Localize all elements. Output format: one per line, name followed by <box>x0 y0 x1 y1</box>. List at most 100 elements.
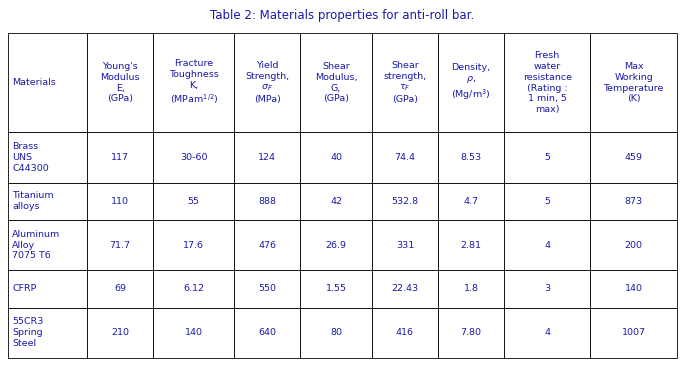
Text: 459: 459 <box>625 153 643 162</box>
Bar <box>153 270 234 307</box>
Bar <box>8 307 87 358</box>
Bar <box>234 132 301 183</box>
Text: Titanium
alloys: Titanium alloys <box>12 192 54 211</box>
Text: 71.7: 71.7 <box>110 241 131 249</box>
Bar <box>438 270 504 307</box>
Text: 5: 5 <box>544 153 550 162</box>
Bar <box>153 132 234 183</box>
Bar <box>8 220 87 270</box>
Text: 110: 110 <box>111 197 129 206</box>
Text: Young's
Modulus
E,
(GPa): Young's Modulus E, (GPa) <box>101 62 140 103</box>
Bar <box>590 132 677 183</box>
Text: Max
Working
Temperature
(K): Max Working Temperature (K) <box>603 62 664 103</box>
Bar <box>8 183 87 220</box>
Text: 55: 55 <box>188 197 200 206</box>
Text: 532.8: 532.8 <box>391 197 419 206</box>
Bar <box>590 270 677 307</box>
Text: 74.4: 74.4 <box>395 153 415 162</box>
Text: 5: 5 <box>544 197 550 206</box>
Text: Shear
strength,
$\tau_F$
(GPa): Shear strength, $\tau_F$ (GPa) <box>384 61 426 104</box>
Text: Fresh
water
resistance
(Rating :
1 min, 5
max): Fresh water resistance (Rating : 1 min, … <box>523 51 572 114</box>
Text: 30-60: 30-60 <box>180 153 208 162</box>
Bar <box>372 132 438 183</box>
Text: 210: 210 <box>111 328 129 337</box>
Text: 1007: 1007 <box>621 328 645 337</box>
Text: Yield
Strength,
$\sigma_F$
(MPa): Yield Strength, $\sigma_F$ (MPa) <box>245 61 290 104</box>
Text: 69: 69 <box>114 284 126 293</box>
Bar <box>372 307 438 358</box>
Text: Aluminum
Alloy
7075 T6: Aluminum Alloy 7075 T6 <box>12 230 60 261</box>
Text: 124: 124 <box>258 153 276 162</box>
Bar <box>234 183 301 220</box>
Text: 117: 117 <box>111 153 129 162</box>
Bar <box>372 270 438 307</box>
Bar <box>234 270 301 307</box>
Text: 873: 873 <box>625 197 643 206</box>
Bar <box>504 307 590 358</box>
Text: 3: 3 <box>544 284 550 293</box>
Bar <box>438 183 504 220</box>
Text: Fracture
Toughness
K,
(MPam$^{1/2}$): Fracture Toughness K, (MPam$^{1/2}$) <box>169 59 219 106</box>
Bar <box>8 33 87 132</box>
Bar <box>87 220 153 270</box>
Bar <box>87 307 153 358</box>
Bar <box>301 220 372 270</box>
Bar <box>504 33 590 132</box>
Text: Shear
Modulus,
G,
(GPa): Shear Modulus, G, (GPa) <box>315 62 358 103</box>
Text: 4: 4 <box>544 328 550 337</box>
Text: CFRP: CFRP <box>12 284 37 293</box>
Bar <box>590 183 677 220</box>
Text: 200: 200 <box>625 241 643 249</box>
Text: 888: 888 <box>258 197 276 206</box>
Bar <box>504 132 590 183</box>
Text: Brass
UNS
C44300: Brass UNS C44300 <box>12 142 49 173</box>
Bar <box>87 270 153 307</box>
Bar <box>504 270 590 307</box>
Bar <box>301 33 372 132</box>
Bar <box>301 270 372 307</box>
Bar <box>153 307 234 358</box>
Bar <box>87 183 153 220</box>
Bar <box>301 307 372 358</box>
Bar <box>372 183 438 220</box>
Text: 80: 80 <box>330 328 342 337</box>
Text: 42: 42 <box>330 197 342 206</box>
Text: 8.53: 8.53 <box>460 153 482 162</box>
Text: 331: 331 <box>396 241 414 249</box>
Text: 476: 476 <box>258 241 276 249</box>
Bar <box>153 183 234 220</box>
Bar <box>87 132 153 183</box>
Bar <box>301 183 372 220</box>
Text: 7.80: 7.80 <box>460 328 482 337</box>
Bar <box>234 220 301 270</box>
Text: 17.6: 17.6 <box>184 241 204 249</box>
Text: 22.43: 22.43 <box>391 284 419 293</box>
Text: 140: 140 <box>625 284 643 293</box>
Bar <box>438 307 504 358</box>
Text: 550: 550 <box>258 284 276 293</box>
Bar <box>438 220 504 270</box>
Bar <box>438 132 504 183</box>
Bar <box>590 220 677 270</box>
Bar <box>372 220 438 270</box>
Text: 4.7: 4.7 <box>464 197 478 206</box>
Text: 40: 40 <box>330 153 342 162</box>
Text: 4: 4 <box>544 241 550 249</box>
Text: 640: 640 <box>258 328 276 337</box>
Bar <box>372 33 438 132</box>
Bar <box>153 33 234 132</box>
Bar <box>504 220 590 270</box>
Bar <box>301 132 372 183</box>
Bar <box>87 33 153 132</box>
Bar <box>234 307 301 358</box>
Text: 2.81: 2.81 <box>460 241 482 249</box>
Text: 6.12: 6.12 <box>184 284 204 293</box>
Bar <box>8 132 87 183</box>
Text: 140: 140 <box>185 328 203 337</box>
Bar <box>504 183 590 220</box>
Text: Materials: Materials <box>12 78 56 87</box>
Text: 26.9: 26.9 <box>325 241 347 249</box>
Text: 1.55: 1.55 <box>325 284 347 293</box>
Bar <box>590 307 677 358</box>
Bar <box>8 270 87 307</box>
